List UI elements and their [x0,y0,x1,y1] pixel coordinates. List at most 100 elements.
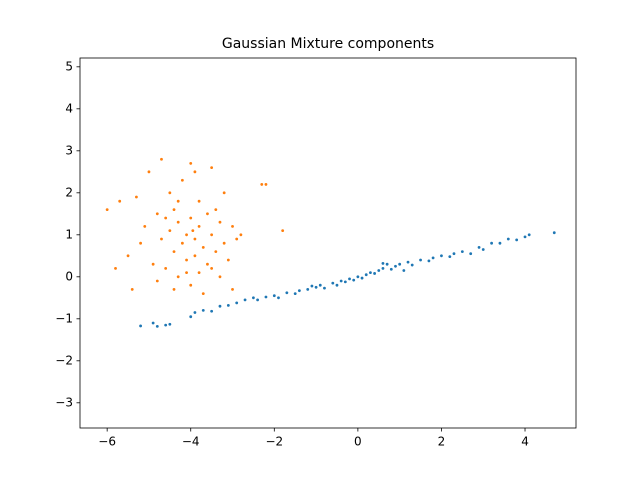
point [218,220,222,224]
point [506,237,510,241]
point [189,162,193,165]
point [201,292,205,296]
point [402,269,406,272]
point [189,315,193,319]
point [252,296,255,300]
point [515,238,519,242]
point [218,304,222,308]
points [105,157,556,328]
point [168,229,172,233]
point [143,225,147,228]
point [335,283,339,287]
point [481,248,485,251]
point [130,288,134,291]
point [297,289,301,293]
point [398,262,402,266]
point [352,278,356,282]
point [498,241,502,245]
point [172,250,176,254]
point [176,275,180,279]
point [256,298,259,302]
point [339,279,343,283]
point [172,288,176,291]
point [105,208,109,212]
point [222,191,226,195]
point [164,267,168,270]
y-tick-label: 4 [65,101,73,115]
point [206,262,209,266]
point [490,241,493,245]
y-tick-label: 0 [65,269,73,283]
point [168,322,172,326]
point [394,264,397,268]
point [419,258,422,262]
y-tick-label: 3 [65,143,73,157]
point [377,269,381,272]
point [364,273,368,277]
x-tick-label: 2 [438,435,446,449]
point [360,276,364,280]
point [523,235,527,239]
y-tick-label: −2 [55,353,73,367]
point [197,271,201,275]
point [235,237,239,241]
point [210,267,214,270]
point [440,254,443,258]
point [385,262,389,266]
point [118,199,122,203]
point [147,170,151,174]
point [160,157,163,161]
point [406,260,410,264]
point [135,195,138,199]
point [285,291,289,295]
x-tick-label: 4 [521,435,529,449]
point [180,178,184,182]
point [477,246,481,249]
point [214,208,218,212]
point [389,267,393,271]
point [448,255,452,259]
point [210,166,214,170]
point [222,241,226,245]
point [197,199,201,203]
point [431,256,435,260]
point [410,263,414,267]
point [264,295,268,299]
x-tick-label: −2 [265,435,283,449]
point [331,281,335,285]
point [260,183,264,186]
point [164,216,168,220]
point [369,271,372,275]
point [343,280,347,284]
point [356,275,360,279]
point [155,212,159,216]
point [469,252,473,256]
point [314,285,318,289]
point [185,271,188,275]
point [226,258,230,262]
point [210,233,214,237]
point [155,279,159,283]
point [239,233,243,237]
point [139,241,142,245]
point [306,288,310,291]
point [193,311,197,314]
point [235,301,239,305]
point [114,267,117,270]
point [293,292,297,296]
point [176,199,180,203]
point [373,272,376,275]
point [243,298,247,302]
y-tick-label: −3 [55,395,73,409]
point [191,229,195,233]
point [460,250,464,254]
point [189,283,193,287]
point [155,324,159,328]
point [527,233,531,237]
point [193,237,197,241]
point [381,267,385,270]
point [206,212,209,216]
point [552,231,556,235]
